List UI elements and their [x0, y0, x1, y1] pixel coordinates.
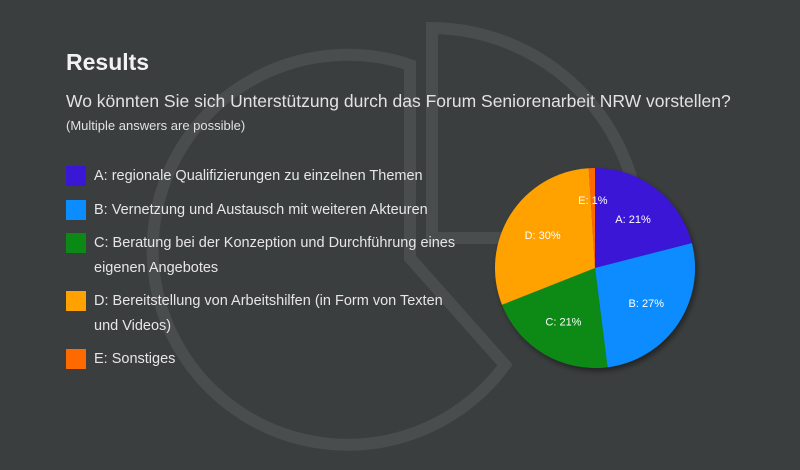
pie-label-c: C: 21% — [545, 316, 581, 328]
page-title: Results — [66, 49, 150, 75]
pie-slice-e — [588, 168, 595, 268]
legend-swatch-a — [66, 166, 86, 186]
legend-swatch-b — [66, 199, 86, 220]
chart-legend: A: regionale Qualifizierungen zu einzeln… — [66, 164, 466, 381]
pie-chart: A: 21% B: 27% C: 21% D: 30% E: 1% — [495, 168, 695, 368]
pie-label-e: E: 1% — [578, 195, 608, 207]
question-text: Wo könnten Sie sich Unterstützung durch … — [66, 91, 731, 111]
legend-item-c: C: Beratung bei der Konzeption und Durch… — [66, 231, 466, 280]
legend-label-c: C: Beratung bei der Konzeption und Durch… — [94, 235, 456, 276]
legend-swatch-c — [66, 233, 86, 253]
legend-item-d: D: Bereitstellung von Arbeitshilfen (in … — [66, 289, 466, 338]
legend-label-e: E: Sonstiges — [94, 351, 176, 367]
legend-item-b: B: Vernetzung und Austausch mit weiteren… — [66, 198, 466, 223]
pie-slice-b — [595, 243, 695, 368]
legend-swatch-e — [66, 349, 86, 369]
pie-slice-c — [502, 268, 608, 368]
hint-text: (Multiple answers are possible) — [66, 118, 246, 133]
pie-slice-a — [595, 168, 692, 268]
legend-label-d: D: Bereitstellung von Arbeitshilfen (in … — [94, 293, 443, 334]
pie-label-b: B: 27% — [629, 298, 665, 310]
legend-item-e: E: Sonstiges — [66, 347, 466, 372]
legend-label-a: A: regionale Qualifizierungen zu einzeln… — [94, 168, 423, 184]
legend-label-b: B: Vernetzung und Austausch mit weiteren… — [94, 201, 428, 218]
pie-slice-d — [495, 168, 595, 305]
pie-label-a: A: 21% — [615, 214, 651, 226]
legend-swatch-d — [66, 291, 86, 311]
legend-item-a: A: regionale Qualifizierungen zu einzeln… — [66, 164, 466, 189]
pie-label-d: D: 30% — [525, 230, 561, 242]
